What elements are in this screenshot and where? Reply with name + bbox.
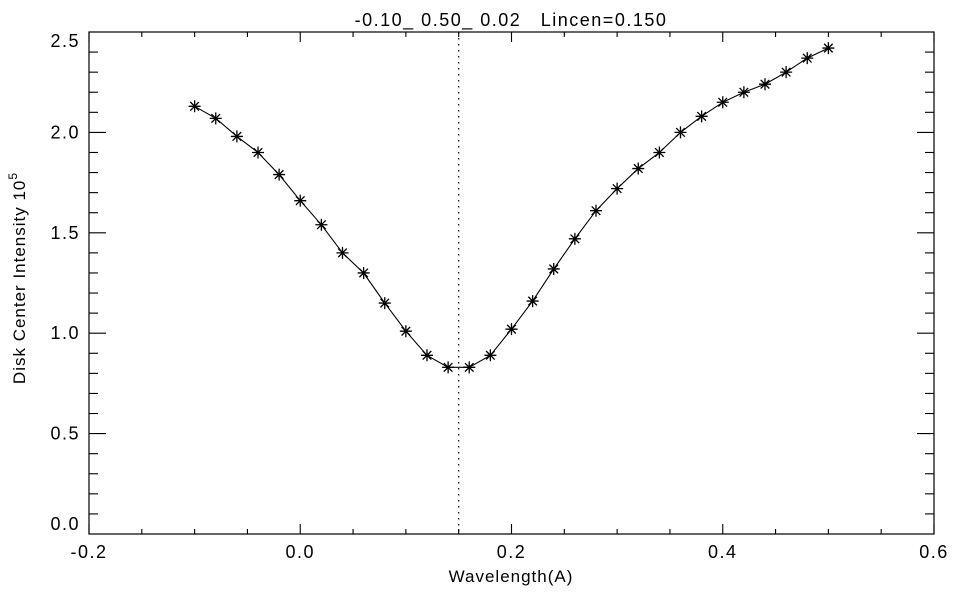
plot-title: -0.10_ 0.50_ 0.02 Lincen=0.150 [355, 10, 668, 31]
y-tick-label: 0.0 [50, 514, 80, 534]
y-tick-label: 1.0 [50, 323, 80, 343]
y-tick-label: 2.5 [50, 31, 80, 51]
x-tick-label: 0.4 [708, 542, 738, 562]
data-point-markers [188, 42, 835, 374]
y-tick-label: 2.0 [50, 122, 80, 142]
x-tick-label: 0.2 [497, 542, 527, 562]
plot-content: -0.2 0.0 0.2 0.4 0.6 0.0 0.5 1.0 1.5 2.0 2.5 [50, 31, 949, 562]
y-tick-label: 0.5 [50, 424, 80, 444]
x-axis-title: Wavelength(A) [449, 567, 574, 586]
y-tick-label: 1.5 [50, 223, 80, 243]
y-axis-title-base: Disk Center Intensity 10 [10, 180, 29, 384]
x-tick-label: 0.6 [919, 542, 949, 562]
x-tick-label: 0.0 [285, 542, 315, 562]
y-axis-title-exponent: 5 [6, 172, 20, 180]
y-axis-title: Disk Center Intensity 105 [6, 172, 29, 384]
plot-frame [88, 31, 935, 535]
intensity-profile-line [194, 47, 829, 368]
x-tick-label: -0.2 [70, 542, 107, 562]
